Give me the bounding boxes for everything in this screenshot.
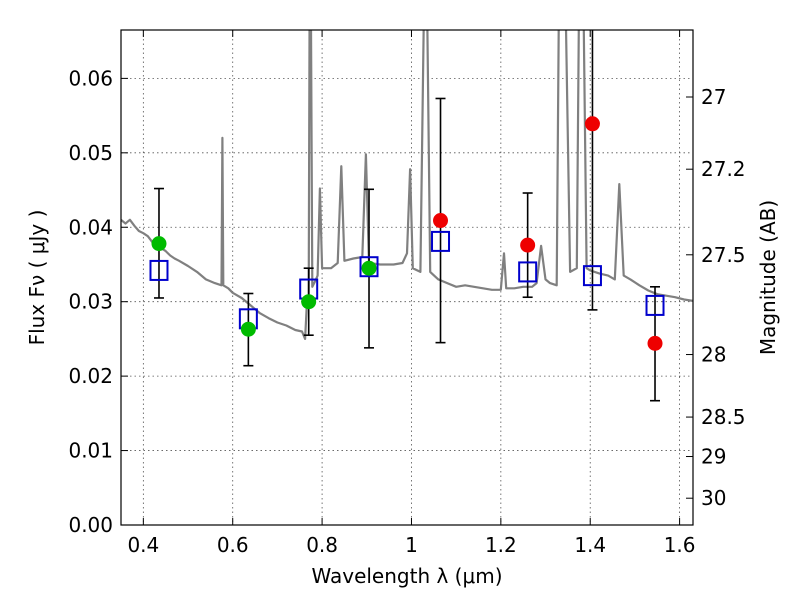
- plot-frame: [120, 29, 694, 526]
- model-square-marker: [149, 259, 169, 281]
- x-tick-label: 1.2: [485, 533, 517, 557]
- red-data-point: [433, 213, 449, 229]
- x-tick-label: 1.4: [574, 533, 606, 557]
- model-square-marker: [359, 256, 379, 278]
- y-tick-label: 0.04: [68, 215, 113, 239]
- x-tick-label: 1.6: [664, 533, 696, 557]
- green-data-point: [301, 294, 317, 310]
- y-tick-label: 0.01: [68, 439, 113, 463]
- y-tick-label: 0.02: [68, 364, 113, 388]
- y-axis-label: Flux Fν ( μJy ): [25, 210, 49, 346]
- plot-background: [121, 30, 693, 525]
- y2-tick-label: 27.5: [701, 243, 746, 267]
- y-tick-label: 0.05: [68, 141, 113, 165]
- green-data-point: [240, 321, 256, 337]
- red-data-point: [520, 237, 536, 253]
- x-tick-label: 0.4: [127, 533, 159, 557]
- x-tick-label: 1: [405, 533, 418, 557]
- y-tick-label: 0.06: [68, 66, 113, 90]
- model-square-marker: [582, 265, 602, 287]
- y2-tick-label: 29: [701, 445, 726, 469]
- y2-tick-label: 28.5: [701, 405, 746, 429]
- model-square-marker: [431, 230, 451, 252]
- y-tick-label: 0.03: [68, 290, 113, 314]
- detection-marker-layer: [151, 116, 663, 351]
- y2-tick-label: 28: [701, 343, 726, 367]
- green-data-point: [151, 236, 167, 252]
- y2-tick-label: 27.2: [701, 157, 746, 181]
- x-tick-label: 0.6: [217, 533, 249, 557]
- y-tick-label: 0.00: [68, 513, 113, 537]
- axis-labels: 0.4 0.6 0.8 1 1.2 1.4 1.6 0.00 0.01 0.02 0.03 0.04 0…: [25, 66, 780, 588]
- x-tick-label: 0.8: [306, 533, 338, 557]
- y2-tick-label: 27: [701, 85, 726, 109]
- axis-ticks: [121, 30, 693, 526]
- red-data-point: [584, 116, 600, 132]
- model-square-marker: [645, 294, 665, 316]
- x-axis-label: Wavelength λ (μm): [311, 564, 502, 588]
- y2-axis-label: Magnitude (AB): [756, 200, 780, 355]
- model-square-marker: [518, 261, 538, 283]
- green-data-point: [361, 260, 377, 276]
- y2-tick-label: 30: [701, 486, 726, 510]
- red-data-point: [647, 335, 663, 351]
